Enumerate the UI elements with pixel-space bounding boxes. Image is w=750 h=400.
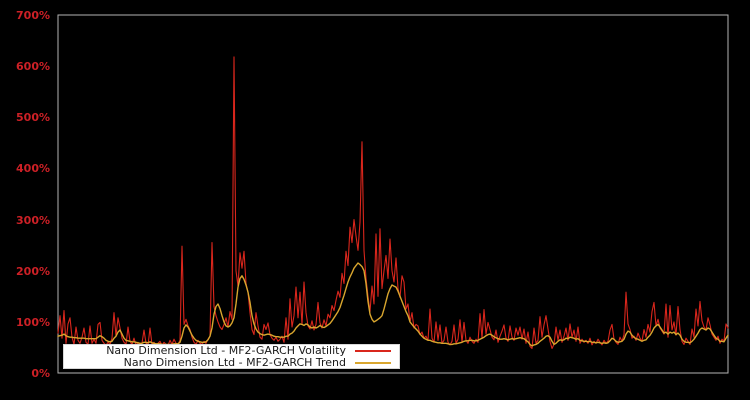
y-axis-tick-label: 200% (16, 264, 50, 278)
legend-item-trend: Nano Dimension Ltd - MF2-GARCH Trend (64, 357, 395, 368)
y-axis-tick-label: 400% (16, 162, 50, 176)
legend: Nano Dimension Ltd - MF2-GARCH Volatilit… (63, 344, 400, 369)
plot-border (57, 14, 729, 374)
y-axis-tick-label: 700% (16, 9, 50, 22)
volatility-line (57, 56, 729, 350)
legend-label-volatility: Nano Dimension Ltd - MF2-GARCH Volatilit… (106, 344, 346, 357)
y-axis-tick-label: 100% (16, 315, 50, 329)
legend-line-volatility-icon (355, 349, 391, 352)
y-axis-tick-label: 600% (16, 60, 50, 74)
legend-line-trend-icon (355, 361, 391, 364)
y-axis: 0% 100% 200% 300% 400% 500% 600% 700% (0, 0, 52, 400)
y-axis-tick-label: 500% (16, 111, 50, 125)
y-axis-tick-label: 300% (16, 213, 50, 227)
y-axis-tick-label: 0% (31, 367, 50, 380)
legend-item-volatility: Nano Dimension Ltd - MF2-GARCH Volatilit… (64, 345, 395, 356)
legend-label-trend: Nano Dimension Ltd - MF2-GARCH Trend (123, 356, 346, 369)
